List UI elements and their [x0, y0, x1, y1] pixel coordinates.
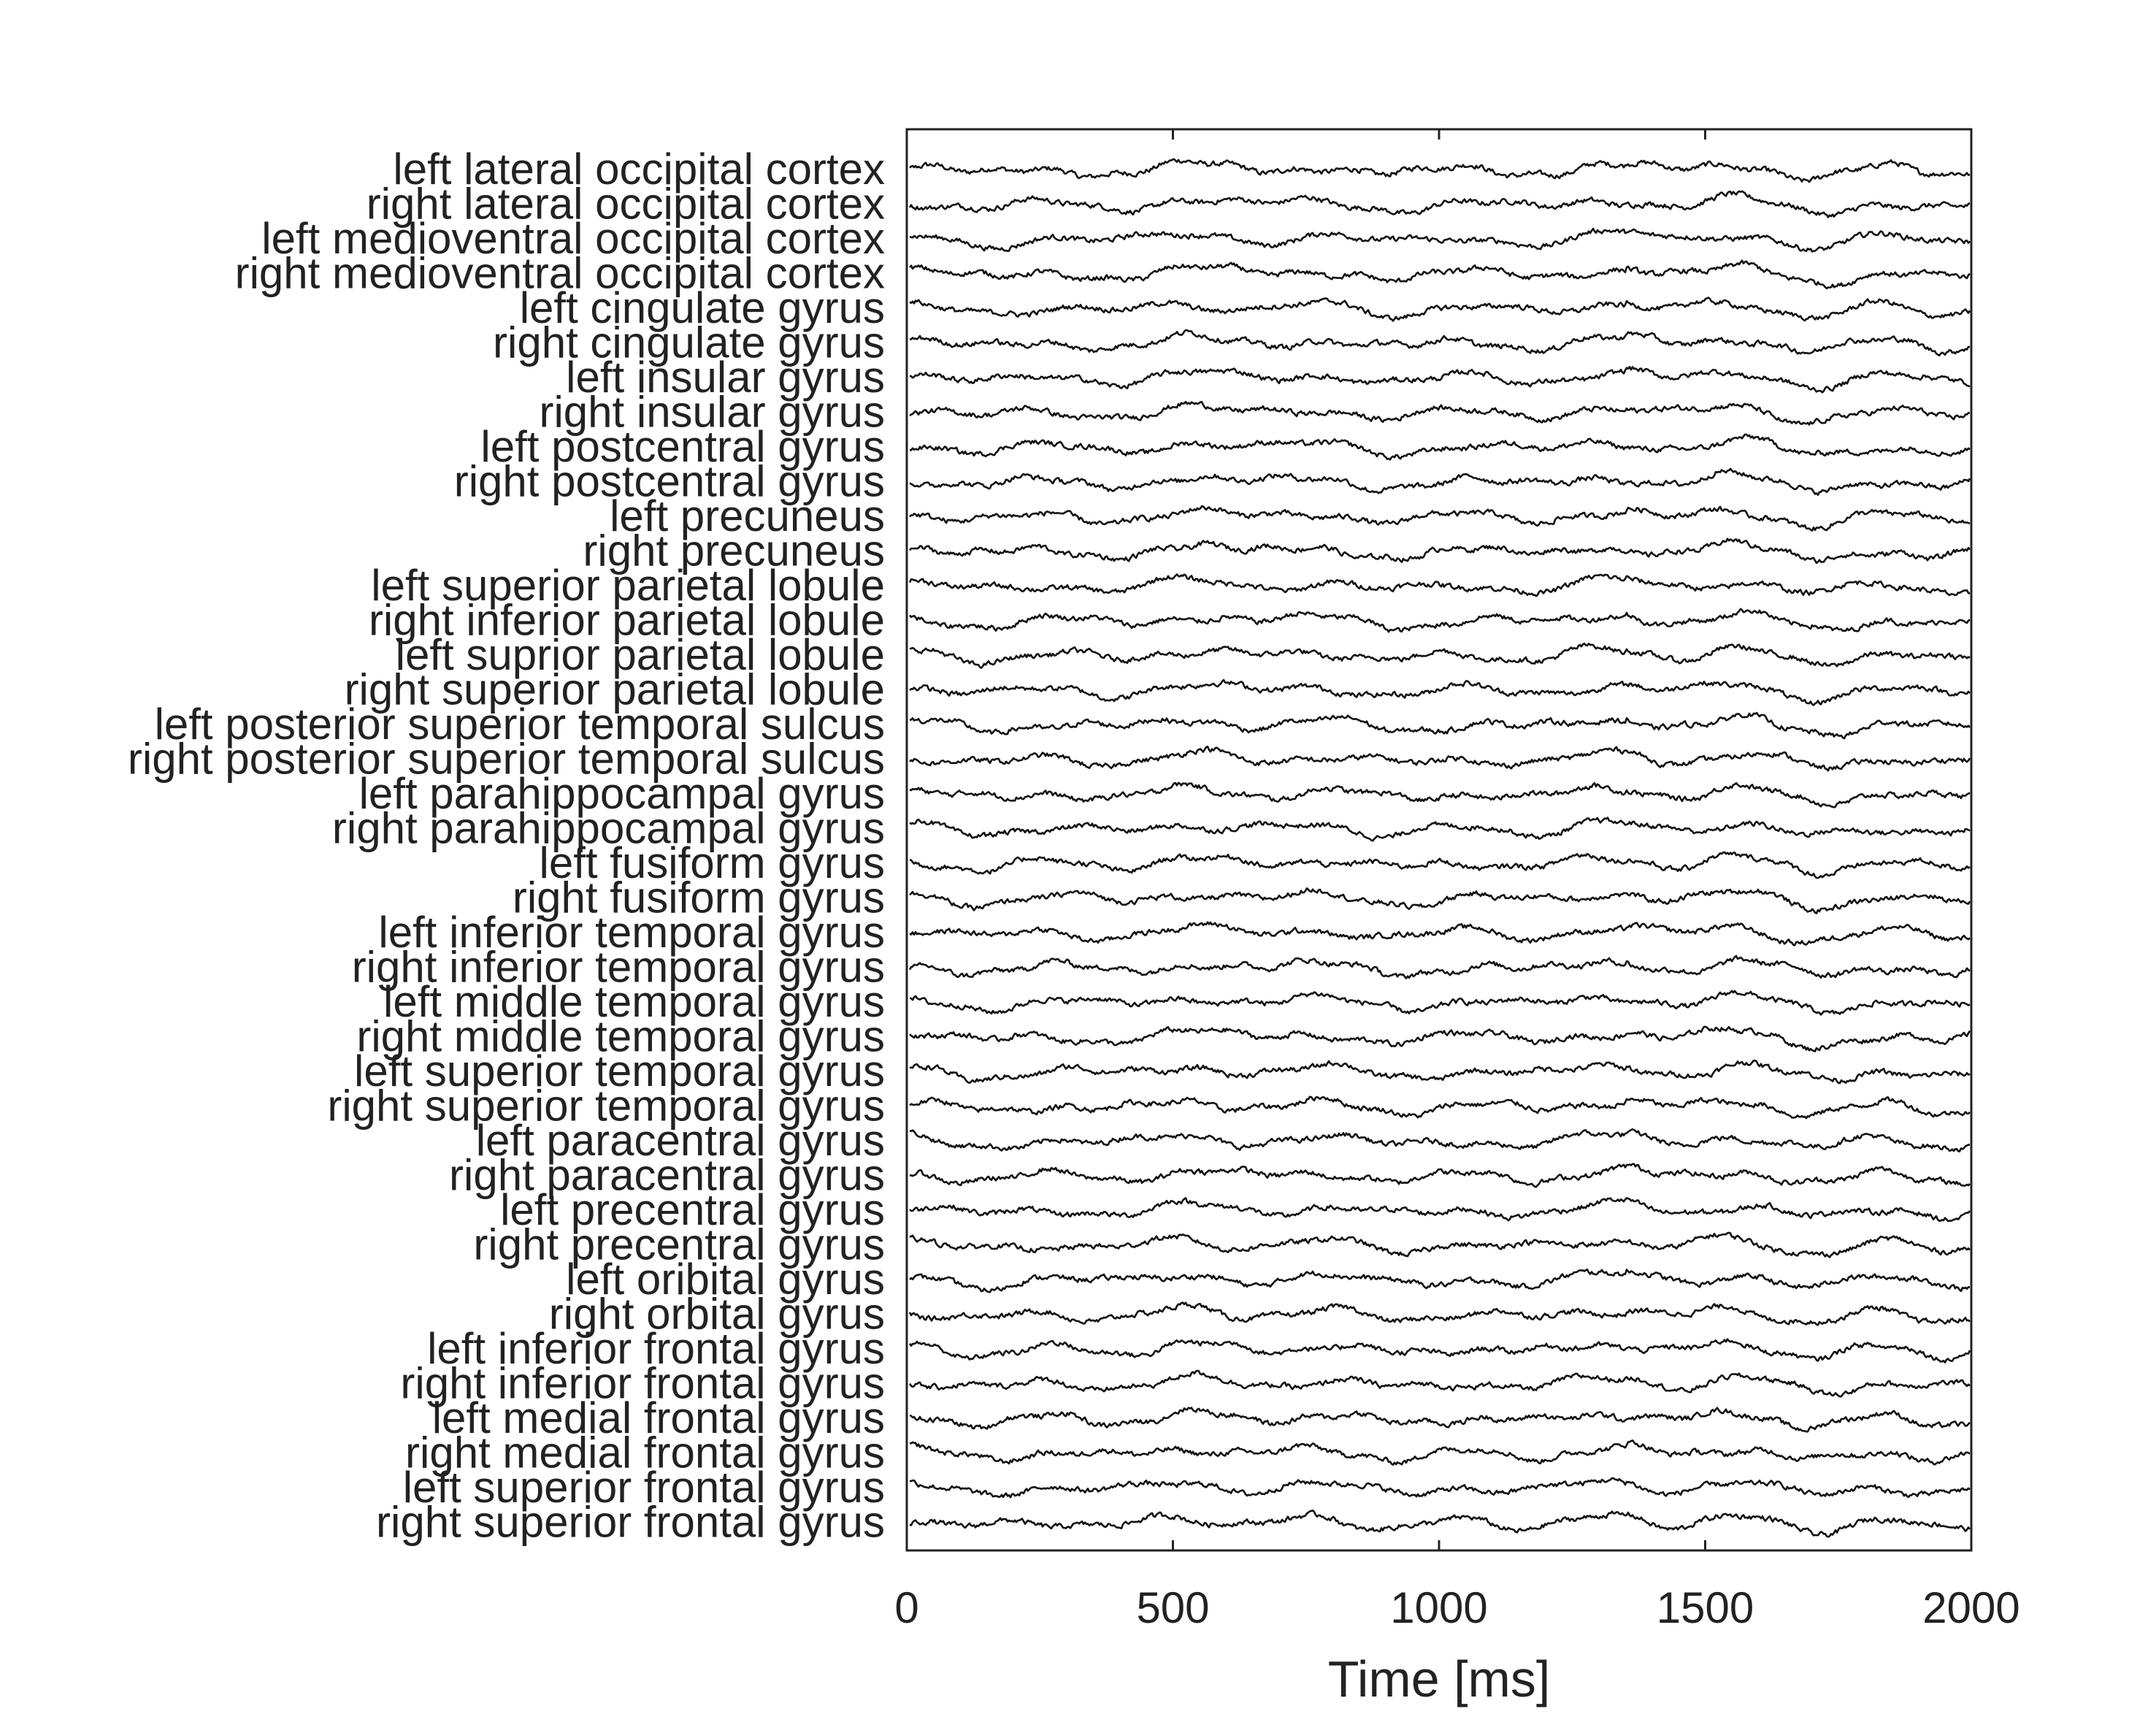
channel-trace — [908, 538, 1971, 565]
channel-trace — [909, 329, 1971, 357]
x-tick-label: 500 — [1136, 1583, 1209, 1632]
x-tick-label: 2000 — [1922, 1583, 2019, 1632]
channel-trace — [909, 1407, 1971, 1433]
channel-label: left suprior parietal lobule — [396, 630, 885, 679]
channel-label: right insular gyrus — [539, 388, 885, 437]
channel-trace — [909, 816, 1971, 842]
channel-label: right inferior parietal lobule — [369, 596, 885, 645]
channel-trace — [909, 642, 1971, 669]
channel-label: left superior parietal lobule — [371, 561, 885, 610]
channel-trace — [910, 1439, 1971, 1466]
channel-label: right superior frontal gyrus — [376, 1498, 885, 1547]
channel-trace — [908, 190, 1971, 218]
channel-label: right lateral occipital cortex — [367, 180, 885, 229]
channel-trace — [909, 1128, 1971, 1152]
channel-trace — [909, 711, 1971, 740]
channel-trace — [909, 921, 1971, 946]
channel-label: left cingulate gyrus — [520, 283, 885, 332]
channel-trace — [909, 1231, 1971, 1258]
channel-label: right fusiform gyrus — [513, 873, 885, 922]
channel-label: left paracentral gyrus — [476, 1116, 885, 1165]
channel-label: right posterior superior temporal sulcus — [128, 735, 885, 784]
channel-trace — [909, 678, 1971, 706]
channel-label: left oribital gyrus — [566, 1255, 885, 1304]
channel-trace — [909, 1509, 1971, 1538]
channel-trace — [909, 227, 1971, 253]
channel-label: left parahippocampal gyrus — [359, 769, 885, 818]
channel-label: right orbital gyrus — [549, 1290, 885, 1339]
x-tick-label: 1000 — [1390, 1583, 1487, 1632]
channel-label: left lateral occipital cortex — [393, 145, 885, 194]
channel-trace — [909, 1197, 1971, 1223]
channel-label: right inferior temporal gyrus — [352, 943, 885, 992]
channel-trace — [908, 1338, 1971, 1363]
channel-trace — [909, 400, 1970, 426]
channel-label: right paracentral gyrus — [449, 1151, 885, 1200]
channel-label: right superior parietal lobule — [345, 665, 885, 714]
channel-trace — [909, 1477, 1971, 1499]
channel-label: left inferior temporal gyrus — [378, 908, 885, 957]
channel-label: left postcentral gyrus — [480, 422, 885, 471]
x-tick-label: 1500 — [1657, 1583, 1754, 1632]
channel-trace — [909, 467, 1971, 497]
channel-label: left superior temporal gyrus — [354, 1047, 885, 1095]
channel-label: right middle temporal gyrus — [356, 1012, 885, 1061]
channel-label: left inferior frontal gyrus — [427, 1324, 885, 1373]
channel-trace — [909, 851, 1971, 879]
channel-label: left medioventral occipital cortex — [261, 214, 885, 263]
channel-label: right cingulate gyrus — [493, 318, 885, 367]
channel-label: right superior temporal gyrus — [327, 1082, 885, 1131]
channel-trace — [909, 1269, 1970, 1293]
channel-trace — [908, 955, 1971, 979]
channel-label: left precuneus — [610, 492, 885, 540]
channel-trace — [908, 573, 1971, 597]
channel-label: left middle temporal gyrus — [383, 977, 885, 1026]
channel-trace — [909, 745, 1971, 772]
channel-trace — [909, 505, 1971, 532]
channel-trace — [908, 608, 1971, 633]
channel-trace — [908, 1301, 1971, 1326]
x-axis-label: Time [ms] — [1328, 1651, 1551, 1707]
channel-trace — [909, 297, 1971, 322]
channel-label: left posterior superior temporal sulcus — [155, 700, 885, 749]
x-tick-label: 0 — [894, 1583, 918, 1632]
channel-trace — [909, 887, 1971, 914]
channel-label: right medioventral occipital cortex — [235, 249, 885, 298]
channel-trace — [909, 259, 1971, 290]
channel-trace — [909, 781, 1971, 808]
channel-label: right inferior frontal gyrus — [400, 1359, 885, 1408]
channel-label: left medial frontal gyrus — [432, 1393, 885, 1442]
channel-label: left precentral gyrus — [500, 1185, 885, 1234]
channel-trace — [909, 1163, 1971, 1188]
channel-label: left insular gyrus — [566, 353, 885, 402]
channel-trace — [909, 1059, 1971, 1085]
channel-trace — [909, 1025, 1971, 1052]
channel-label: right parahippocampal gyrus — [332, 804, 885, 853]
channel-label: right medial frontal gyrus — [405, 1428, 885, 1477]
channel-trace — [909, 1095, 1971, 1120]
x-axis: 0 500 1000 1500 2000 — [894, 129, 2020, 1632]
trace-group — [908, 158, 1971, 1538]
channel-trace — [909, 433, 1971, 461]
channel-trace — [908, 1369, 1971, 1398]
channel-label: left superior frontal gyrus — [403, 1463, 885, 1512]
channel-label: right precentral gyrus — [473, 1220, 885, 1269]
channel-label: right precuneus — [583, 527, 885, 575]
channel-trace — [909, 990, 1971, 1016]
channel-label: right postcentral gyrus — [454, 457, 885, 506]
channel-trace — [909, 158, 1971, 183]
channel-trace — [909, 365, 1971, 394]
channel-label: left fusiform gyrus — [540, 838, 885, 887]
